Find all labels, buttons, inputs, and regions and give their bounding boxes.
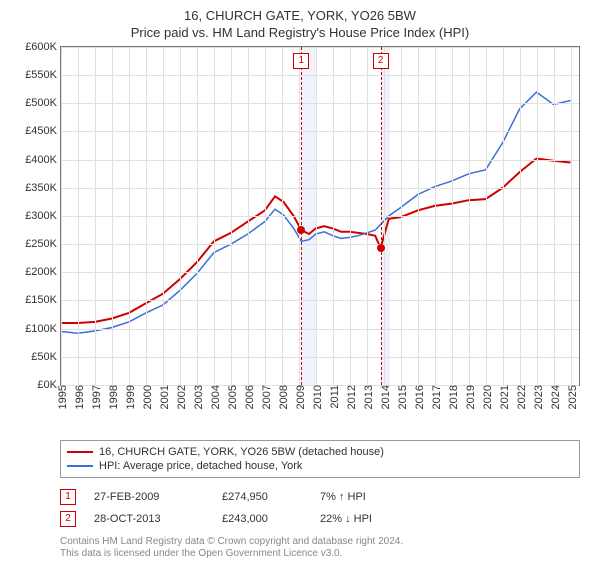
y-tick-label: £250K [25,238,61,250]
footnote: Contains HM Land Registry data © Crown c… [60,536,580,561]
x-tick-label: 2006 [240,385,256,409]
x-tick-label: 2012 [342,385,358,409]
x-tick-label: 2019 [461,385,477,409]
x-tick-label: 1996 [70,385,86,409]
sale-marker-badge: 1 [293,53,309,69]
x-tick-label: 2024 [546,385,562,409]
chart-area: £0K£50K£100K£150K£200K£250K£300K£350K£40… [12,46,588,434]
chart-subtitle: Price paid vs. HM Land Registry's House … [12,25,588,40]
sale-date: 28-OCT-2013 [94,513,204,525]
x-tick-label: 2018 [444,385,460,409]
y-tick-label: £450K [25,125,61,137]
sale-number-badge: 1 [60,489,76,505]
sale-price: £274,950 [222,491,302,503]
x-tick-label: 2008 [274,385,290,409]
y-tick-label: £400K [25,154,61,166]
x-tick-label: 2001 [155,385,171,409]
legend-label: HPI: Average price, detached house, York [99,460,302,472]
x-tick-label: 1998 [104,385,120,409]
x-tick-label: 2015 [393,385,409,409]
x-tick-label: 2023 [529,385,545,409]
sale-row: 1 27-FEB-2009 £274,950 7% ↑ HPI [60,486,580,508]
x-tick-label: 2007 [257,385,273,409]
x-tick-label: 1999 [121,385,137,409]
y-tick-label: £50K [31,351,61,363]
y-tick-label: £100K [25,323,61,335]
chart-title: 16, CHURCH GATE, YORK, YO26 5BW [12,8,588,25]
y-tick-label: £300K [25,210,61,222]
sale-date: 27-FEB-2009 [94,491,204,503]
y-tick-label: £600K [25,41,61,53]
x-tick-label: 2009 [291,385,307,409]
plot-box: £0K£50K£100K£150K£200K£250K£300K£350K£40… [60,46,580,386]
sale-events: 1 27-FEB-2009 £274,950 7% ↑ HPI 2 28-OCT… [60,486,580,530]
x-tick-label: 2022 [512,385,528,409]
x-tick-label: 2017 [427,385,443,409]
legend-label: 16, CHURCH GATE, YORK, YO26 5BW (detache… [99,446,384,458]
x-tick-label: 2010 [308,385,324,409]
y-tick-label: £200K [25,266,61,278]
x-tick-label: 2003 [189,385,205,409]
x-tick-label: 2002 [172,385,188,409]
x-tick-label: 2011 [325,385,341,409]
y-tick-label: £550K [25,69,61,81]
sale-number-badge: 2 [60,511,76,527]
x-tick-label: 2016 [410,385,426,409]
figure: 16, CHURCH GATE, YORK, YO26 5BW Price pa… [0,0,600,560]
footnote-line: Contains HM Land Registry data © Crown c… [60,536,580,549]
y-tick-label: £500K [25,97,61,109]
x-tick-label: 1995 [53,385,69,409]
legend-item-subject: 16, CHURCH GATE, YORK, YO26 5BW (detache… [67,445,573,459]
y-tick-label: £350K [25,182,61,194]
x-tick-label: 2005 [223,385,239,409]
sale-diff: 22% ↓ HPI [320,513,580,525]
x-tick-label: 2025 [563,385,579,409]
x-tick-label: 2004 [206,385,222,409]
legend-item-hpi: HPI: Average price, detached house, York [67,459,573,473]
x-tick-label: 2014 [376,385,392,409]
legend: 16, CHURCH GATE, YORK, YO26 5BW (detache… [60,440,580,478]
legend-swatch [67,451,93,453]
sale-price: £243,000 [222,513,302,525]
x-tick-label: 2021 [495,385,511,409]
x-tick-label: 2020 [478,385,494,409]
x-tick-label: 2013 [359,385,375,409]
y-tick-label: £150K [25,294,61,306]
footnote-line: This data is licensed under the Open Gov… [60,548,580,561]
sale-row: 2 28-OCT-2013 £243,000 22% ↓ HPI [60,508,580,530]
x-tick-label: 1997 [87,385,103,409]
x-tick-label: 2000 [138,385,154,409]
sale-diff: 7% ↑ HPI [320,491,580,503]
legend-swatch [67,465,93,467]
sale-marker-badge: 2 [373,53,389,69]
